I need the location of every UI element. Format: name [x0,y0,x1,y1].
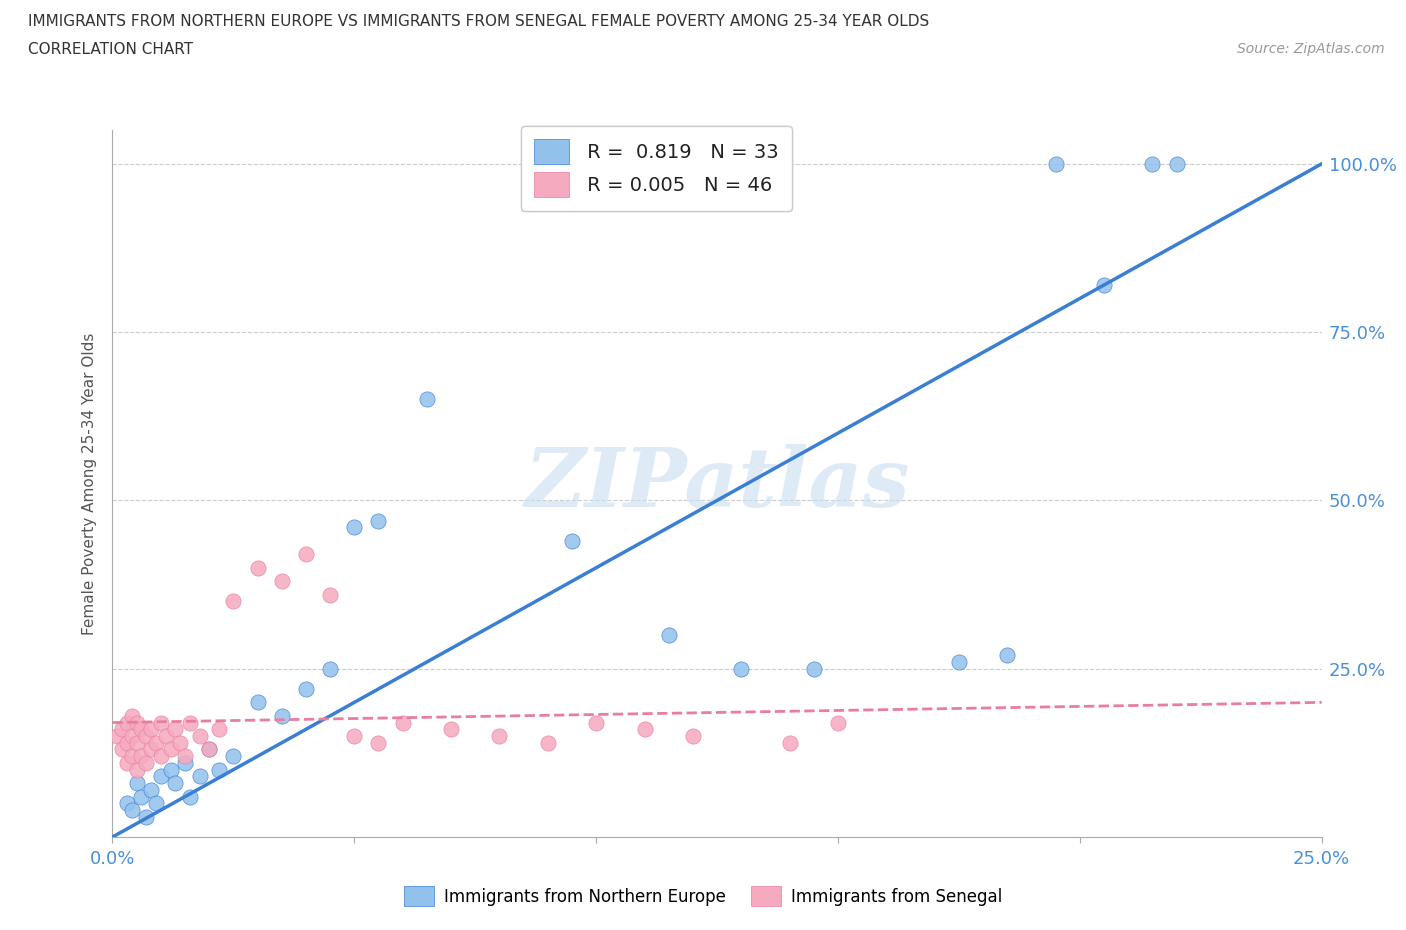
Point [188,728,211,743]
Point [367,736,389,751]
Point [115,755,138,770]
Text: CORRELATION CHART: CORRELATION CHART [28,42,193,57]
Point [141,742,163,757]
Text: ZIPatlas: ZIPatlas [524,444,910,524]
Point [174,755,197,770]
Point [198,742,221,757]
Y-axis label: Female Poverty Among 25-34 Year Olds: Female Poverty Among 25-34 Year Olds [82,332,97,635]
Point [367,513,389,528]
Point [149,715,172,730]
Point [125,763,148,777]
Point [111,742,134,757]
Point [131,749,153,764]
Point [135,809,157,824]
Point [135,728,157,743]
Point [149,749,172,764]
Text: Source: ZipAtlas.com: Source: ZipAtlas.com [1237,42,1385,56]
Point [343,520,366,535]
Point [222,749,245,764]
Point [343,728,366,743]
Legend: Immigrants from Northern Europe, Immigrants from Senegal: Immigrants from Northern Europe, Immigra… [398,880,1008,912]
Point [125,715,148,730]
Point [179,790,201,804]
Point [125,736,148,751]
Point [125,776,148,790]
Point [319,587,342,602]
Point [270,574,292,589]
Point [1166,156,1188,171]
Point [730,661,752,676]
Point [416,392,439,407]
Point [803,661,825,676]
Point [198,742,221,757]
Point [121,749,143,764]
Point [488,728,510,743]
Point [1142,156,1164,171]
Point [295,547,318,562]
Point [827,715,849,730]
Point [115,796,138,811]
Point [295,682,318,697]
Point [561,534,583,549]
Point [585,715,607,730]
Legend:  R =  0.819   N = 33,  R = 0.005   N = 46: R = 0.819 N = 33, R = 0.005 N = 46 [520,126,793,211]
Point [121,803,143,817]
Point [246,560,269,575]
Point [105,728,128,743]
Point [391,715,413,730]
Point [131,722,153,737]
Point [159,742,181,757]
Point [121,709,143,724]
Point [222,594,245,609]
Point [1045,156,1067,171]
Point [159,763,181,777]
Point [174,749,197,764]
Point [135,755,157,770]
Point [169,736,191,751]
Point [179,715,201,730]
Point [779,736,801,751]
Point [145,736,167,751]
Point [1092,277,1115,292]
Point [188,769,211,784]
Point [145,796,167,811]
Point [131,790,153,804]
Point [115,736,138,751]
Point [111,722,134,737]
Point [141,782,163,797]
Point [121,728,143,743]
Point [246,695,269,710]
Point [319,661,342,676]
Point [115,715,138,730]
Point [633,722,655,737]
Point [149,769,172,784]
Point [155,728,177,743]
Point [270,709,292,724]
Point [165,776,187,790]
Point [995,648,1018,663]
Point [948,655,970,670]
Point [208,722,231,737]
Point [165,722,187,737]
Point [658,628,681,643]
Point [440,722,463,737]
Point [208,763,231,777]
Point [537,736,560,751]
Text: IMMIGRANTS FROM NORTHERN EUROPE VS IMMIGRANTS FROM SENEGAL FEMALE POVERTY AMONG : IMMIGRANTS FROM NORTHERN EUROPE VS IMMIG… [28,14,929,29]
Point [141,722,163,737]
Point [682,728,704,743]
